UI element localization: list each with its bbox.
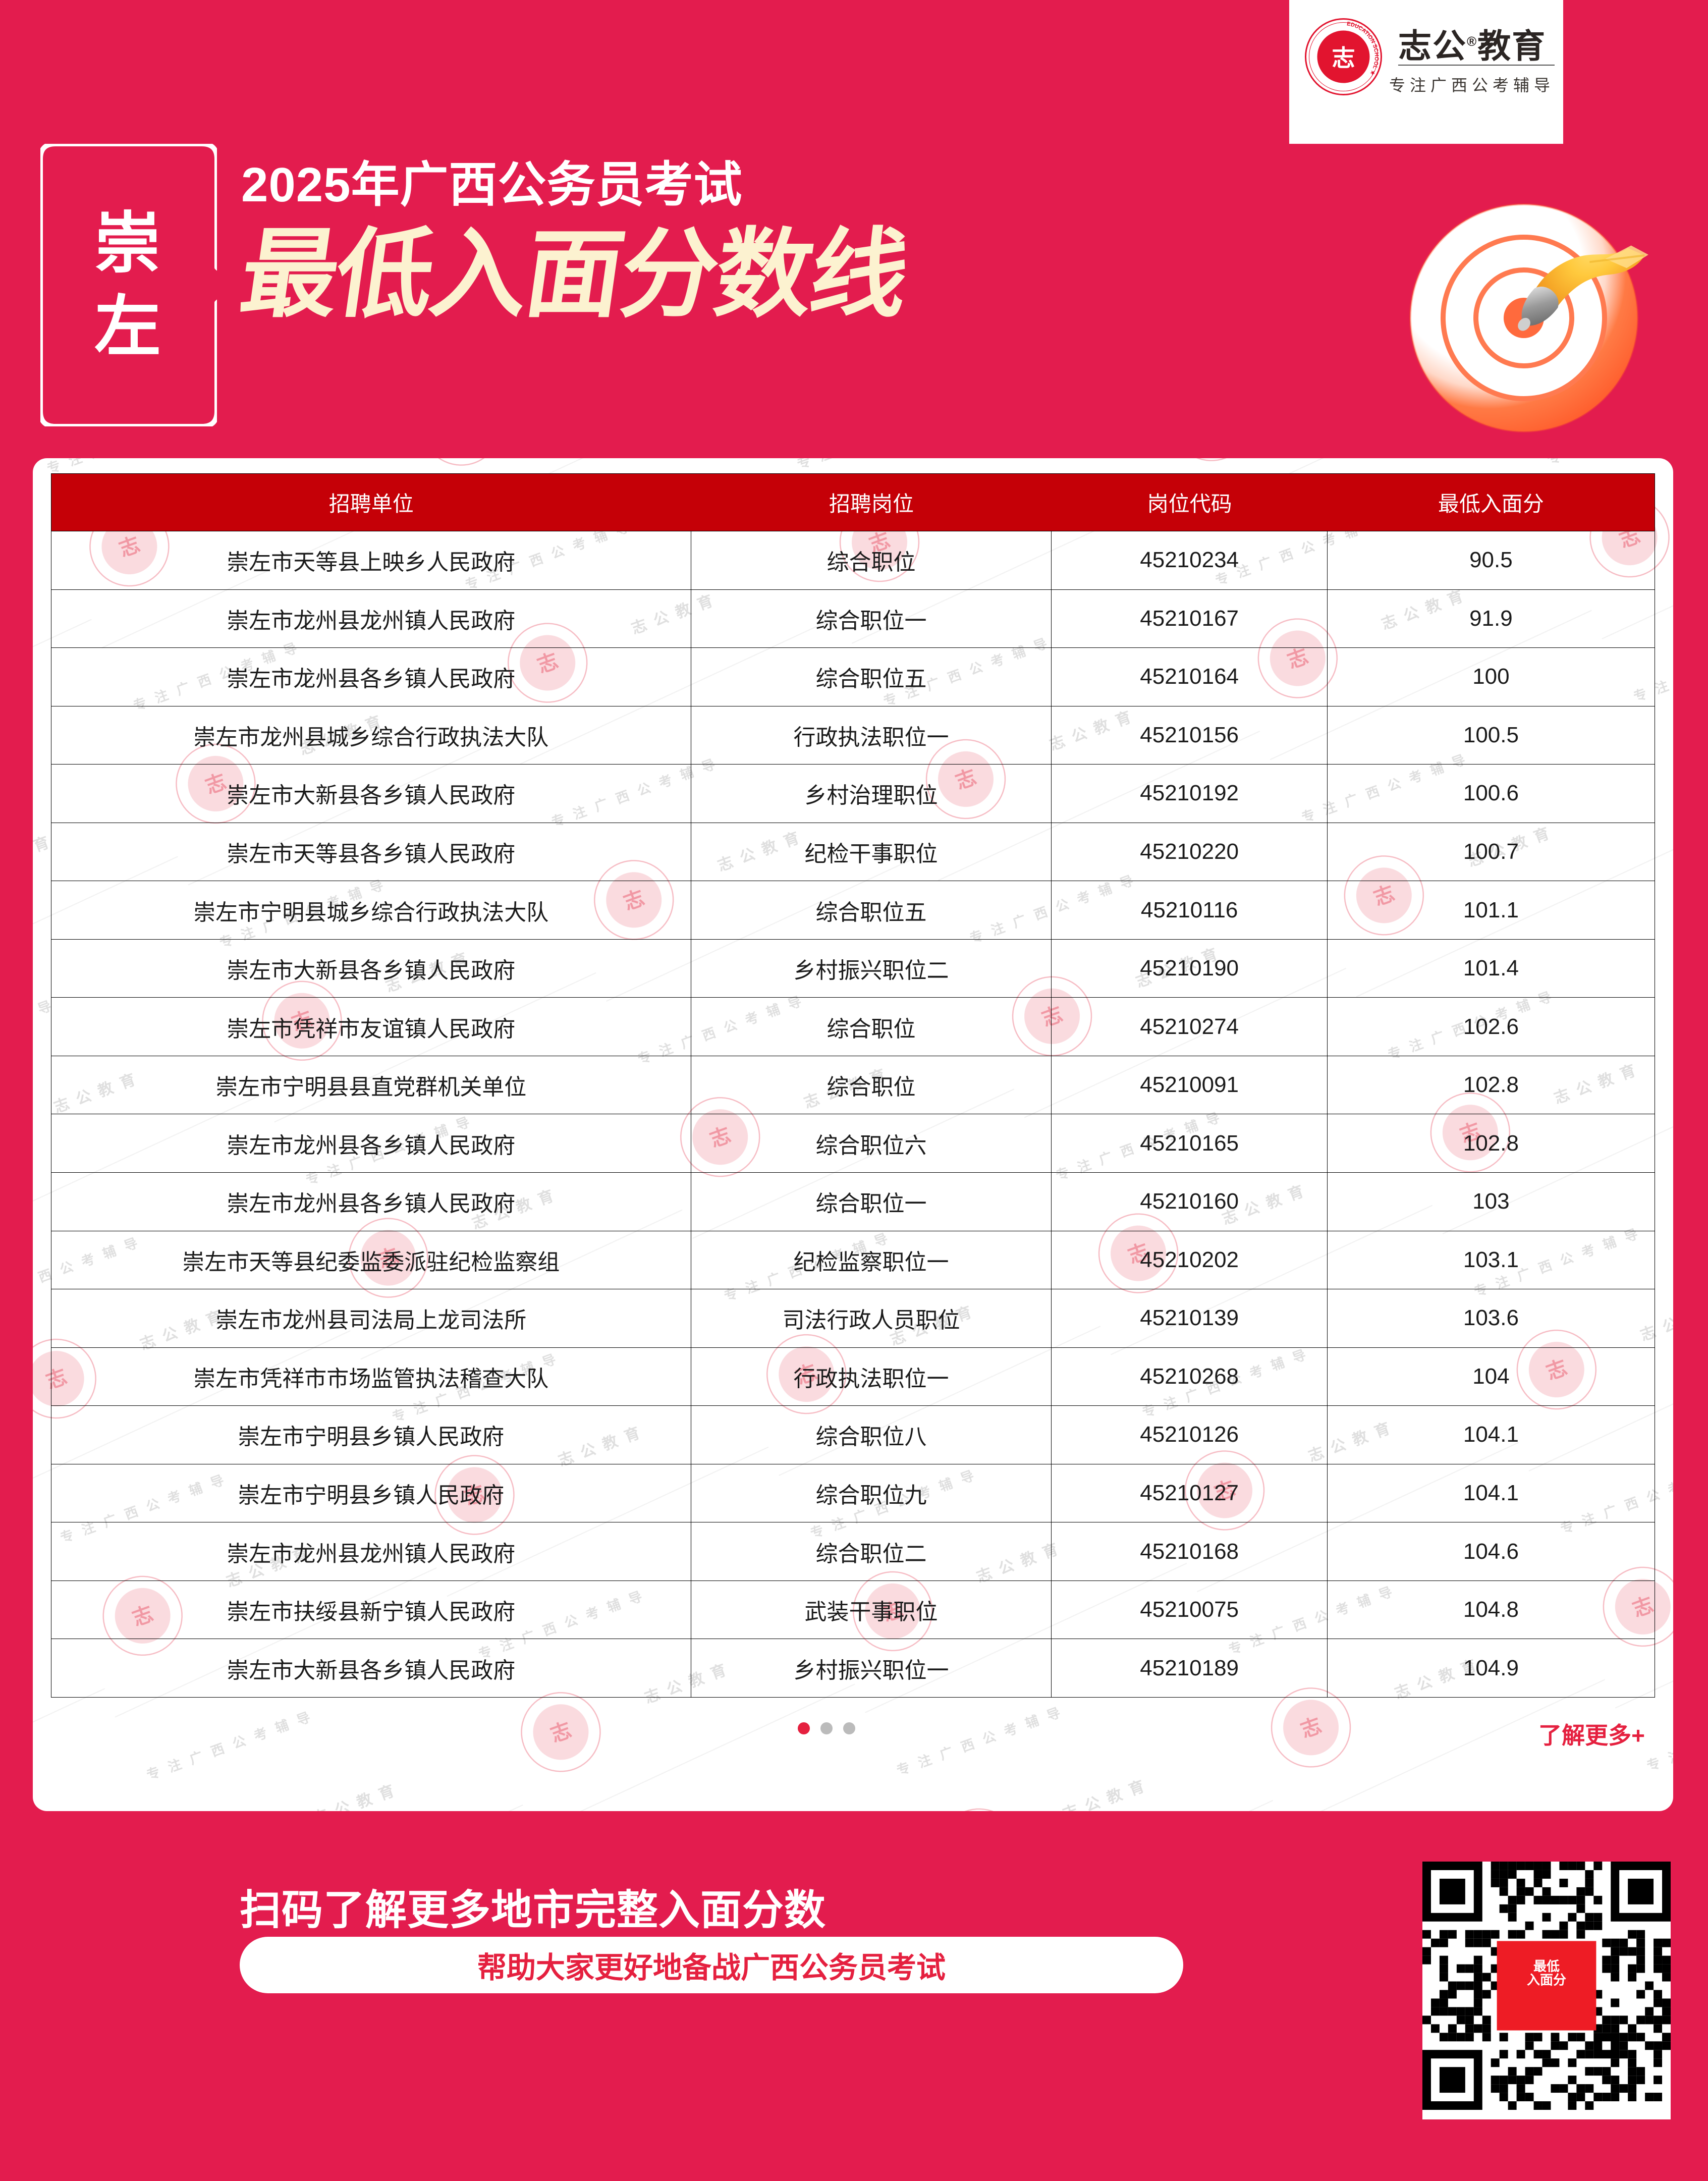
svg-text:志: 志: [1332, 45, 1355, 71]
svg-text:入面分: 入面分: [1527, 1973, 1566, 1988]
svg-text:最低: 最低: [1533, 1958, 1560, 1974]
